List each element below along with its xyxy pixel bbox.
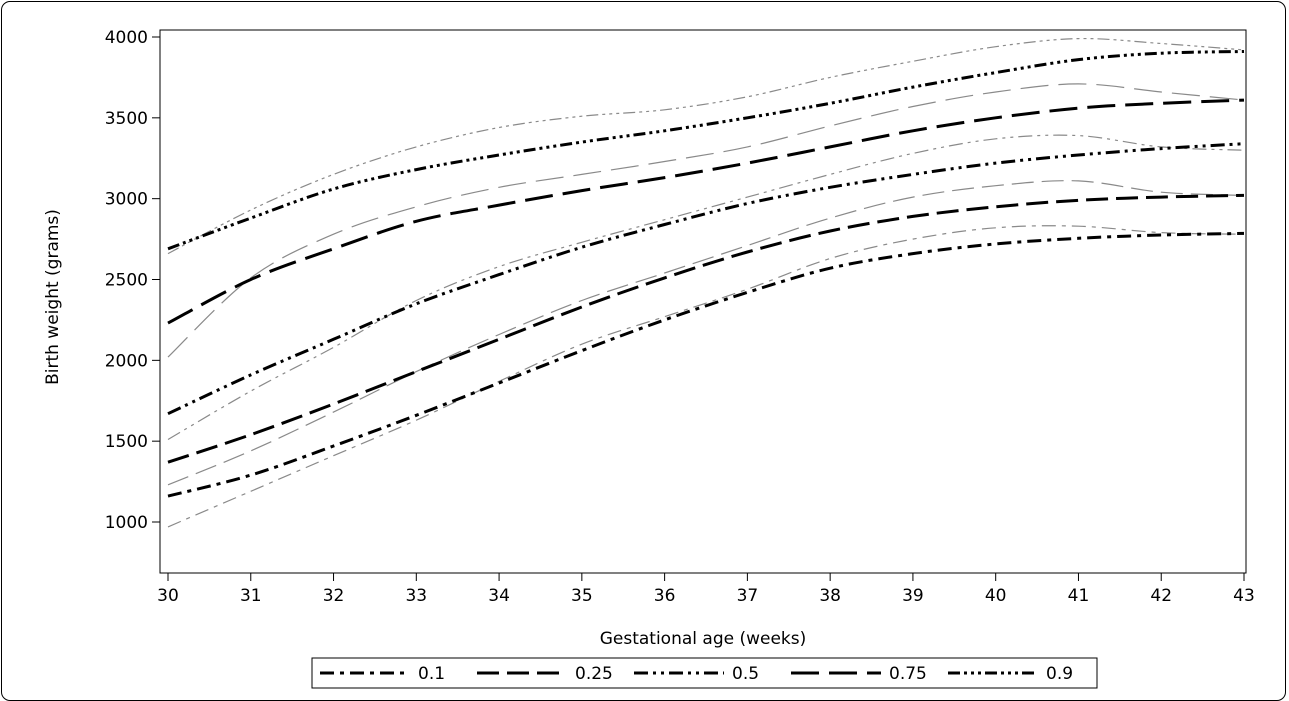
x-tick-label: 43 [1233,586,1255,606]
fitted-lines [167,50,1245,498]
fitted-line-0.5 [167,142,1245,416]
observed-line-0.9 [167,37,1245,255]
fitted-line-0.25 [167,193,1245,464]
y-tick-label: 2500 [105,271,148,291]
legend-label-0.9: 0.9 [1046,664,1073,684]
y-tick-label: 3500 [105,109,148,129]
observed-line-0.75 [167,83,1245,358]
x-tick-label: 37 [737,586,759,606]
observed-line-0.5 [167,134,1245,441]
x-tick-label: 42 [1150,586,1172,606]
fitted-line-0.75 [167,98,1245,325]
fitted-line-0.9 [167,50,1245,251]
x-axis-title: Gestational age (weeks) [600,629,807,649]
x-tick-label: 33 [405,586,427,606]
legend-label-0.75: 0.75 [889,664,927,684]
x-tick-label: 36 [654,586,676,606]
x-tick-label: 31 [240,586,262,606]
y-axis-title: Birth weight (grams) [43,209,63,385]
y-tick-label: 3000 [105,190,148,210]
legend: 0.1 0.25 0.5 0.75 0.9 [311,657,1098,689]
x-tick-label: 39 [902,586,924,606]
x-axis: 30 31 32 33 34 35 36 37 38 39 40 41 42 43 [157,573,1255,606]
observed-lines [167,37,1245,528]
x-tick-label: 41 [1068,586,1090,606]
y-tick-label: 1500 [105,432,148,452]
y-tick-label: 2000 [105,351,148,371]
plot-area [159,29,1247,574]
fitted-line-0.1 [167,231,1245,498]
x-tick-label: 38 [819,586,841,606]
y-tick-label: 4000 [105,28,148,48]
y-axis: 1000 1500 2000 2500 3000 3500 4000 [105,28,160,533]
observed-line-0.1 [167,225,1245,528]
x-tick-label: 40 [985,586,1007,606]
y-tick-label: 1000 [105,513,148,533]
observed-line-0.25 [167,180,1245,486]
legend-label-0.5: 0.5 [732,664,759,684]
legend-label-0.25: 0.25 [575,664,613,684]
legend-label-0.1: 0.1 [418,664,445,684]
x-tick-label: 30 [157,586,179,606]
x-tick-label: 35 [571,586,593,606]
x-tick-label: 34 [488,586,510,606]
x-tick-label: 32 [323,586,345,606]
